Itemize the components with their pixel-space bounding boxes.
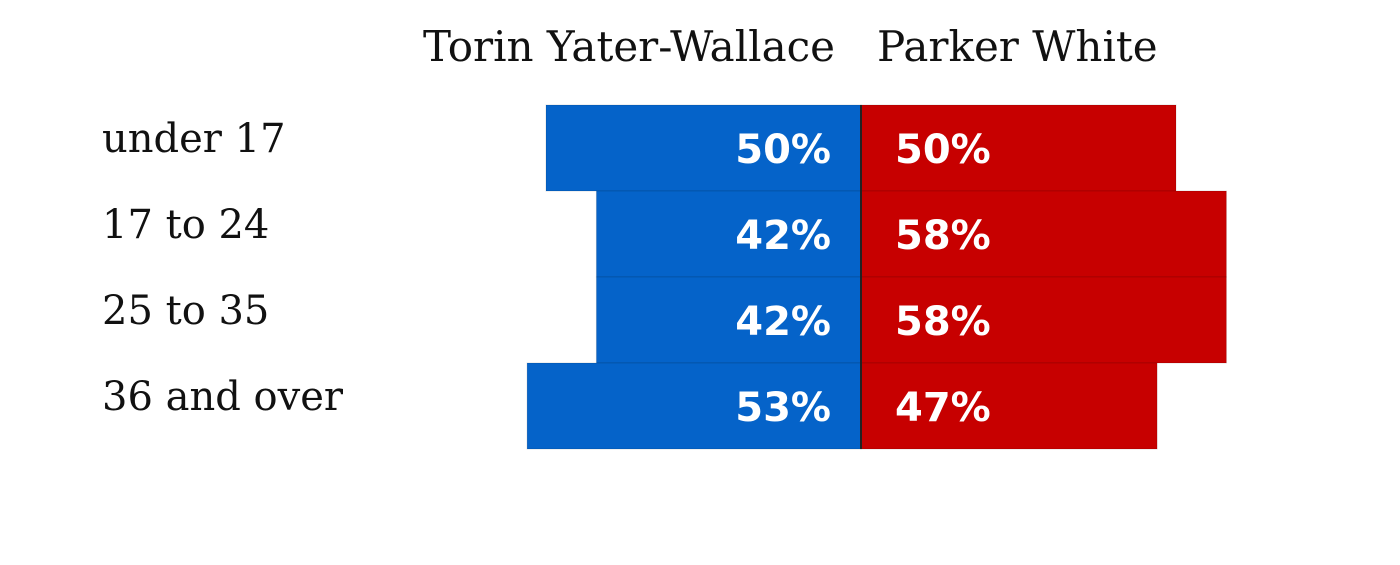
value-label: 58%	[895, 213, 991, 259]
value-label: 50%	[735, 127, 831, 173]
bar	[860, 104, 1177, 192]
bar	[860, 190, 1227, 278]
value-label: 58%	[895, 299, 991, 345]
series-name: Torin Yater-Wallace	[423, 22, 835, 71]
value-label: 50%	[895, 127, 991, 173]
category-label: 25 to 35	[102, 288, 269, 334]
value-label: 42%	[735, 213, 831, 259]
bar	[860, 276, 1227, 364]
value-label: 53%	[735, 385, 831, 431]
bar	[860, 362, 1158, 450]
category-label: 36 and over	[102, 374, 344, 420]
series-name: Parker White	[877, 22, 1158, 71]
bar	[595, 190, 862, 278]
category-label: 17 to 24	[102, 202, 269, 248]
bar	[595, 276, 862, 364]
category-label: under 17	[102, 116, 286, 162]
value-label: 47%	[895, 385, 991, 431]
value-label: 42%	[735, 299, 831, 345]
bar	[526, 362, 862, 450]
bar	[545, 104, 862, 192]
